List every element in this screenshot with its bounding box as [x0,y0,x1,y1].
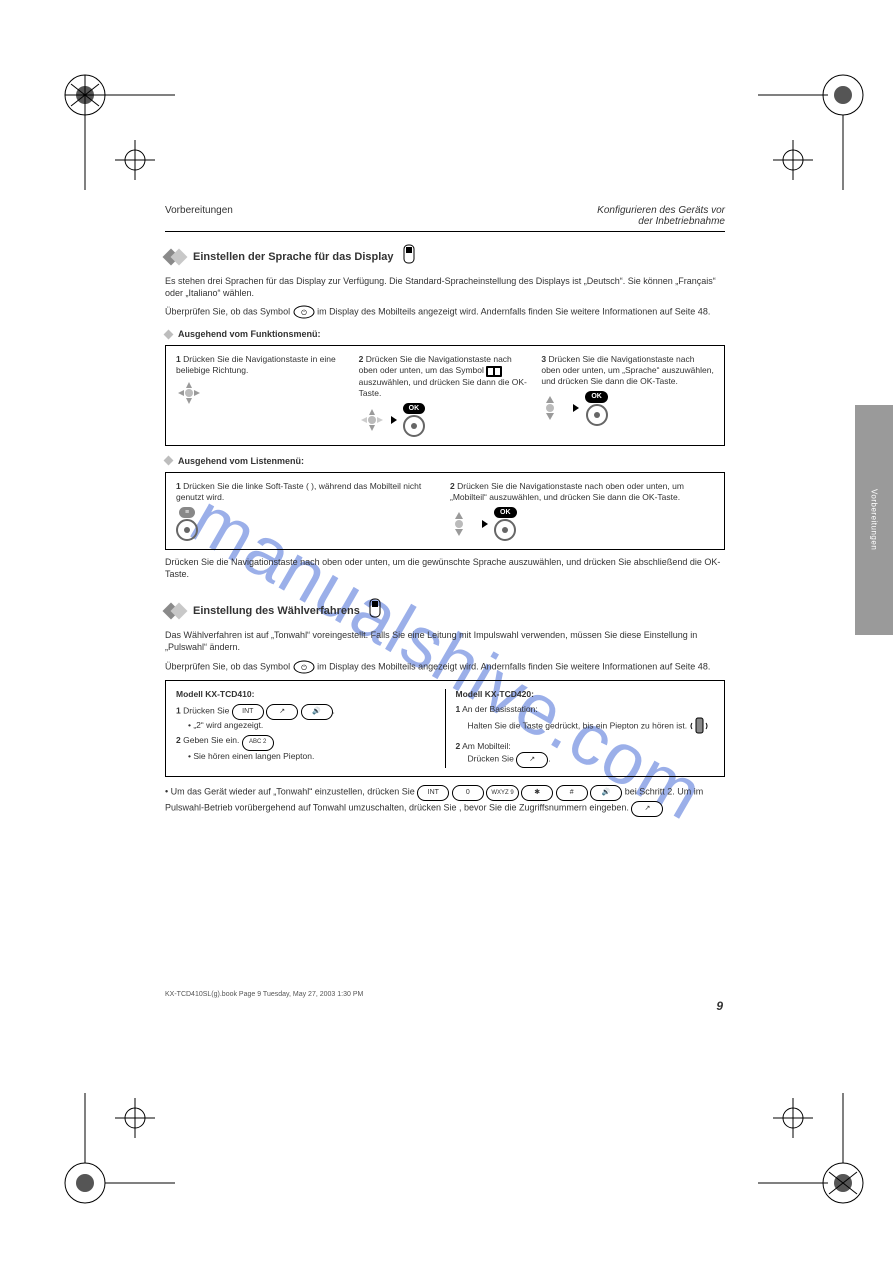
diamond-icon [165,251,185,263]
power-icon: ⏻ [293,661,318,671]
section1-head: Einstellen der Sprache für das Display [165,244,725,269]
diamond-icon [165,605,185,617]
title-left: Vorbereitungen [165,205,233,216]
page-number: 9 [716,999,723,1013]
ok-button-icon: OK [494,507,517,541]
joystick-icon [176,380,202,406]
section1-title: Einstellen der Sprache für das Display [193,251,394,263]
box1: 1 Drücken Sie die Navigationstaste in ei… [165,345,725,445]
section2-head: Einstellung des Wählverfahrens [165,598,725,623]
crop-mark-bl [50,1083,180,1223]
key-hash-icon: # [556,785,588,801]
footer: KX-TCD410SL(g).book Page 9 Tuesday, May … [165,991,363,998]
talk-key-icon: ↗ [631,801,663,817]
box3-right-title: Modell KX-TCD420: [456,689,715,700]
title-right: Konfigurieren des Geräts vor der Inbetri… [597,205,725,227]
section1-p2: Überprüfen Sie, ob das Symbol ⏻ im Displ… [165,305,725,319]
box3: Modell KX-TCD410: 1 Drücken Sie INT ↗ 🔊.… [165,680,725,777]
sub2-head: Ausgehend vom Listenmenü: [165,456,725,466]
arrow-right-icon [482,520,488,528]
handset-icon [368,598,382,623]
display-mini-icon [486,365,502,375]
joystick-icon [359,407,385,433]
svg-text:⏻: ⏻ [301,309,307,317]
section2-p2: Überprüfen Sie, ob das Symbol ⏻ im Displ… [165,660,725,674]
menu-softkey-icon: ≡ [176,507,198,541]
key-star-icon: ✱ [521,785,553,801]
speaker-key-icon: 🔊 [301,704,333,720]
joystick-vert-icon [450,511,476,537]
note-line: • Um das Gerät wieder auf „Tonwahl“ einz… [165,785,725,817]
box3-left-title: Modell KX-TCD410: [176,689,435,700]
arrow-right-icon [573,404,579,412]
box2-after: Drücken Sie die Navigationstaste nach ob… [165,556,725,580]
power-icon: ⏻ [293,307,318,317]
side-tab: Vorbereitungen [855,405,893,635]
handset-icon [402,244,416,269]
sub1-head: Ausgehend vom Funktionsmenü: [165,329,725,339]
int-key-icon: INT [232,704,264,720]
svg-text:⏻: ⏻ [301,664,307,672]
arrow-right-icon [391,416,397,424]
base-handset-icon [689,720,709,730]
ok-button-icon: OK [585,391,608,425]
section2-p1: Das Wählverfahren ist auf „Tonwahl“ vore… [165,629,725,653]
key-2-icon: ABC 2 [242,735,274,751]
talk-key-icon: ↗ [266,704,298,720]
joystick-vert-icon [541,395,567,421]
int-key-icon: INT [417,785,449,801]
key-9-icon: WXYZ 9 [486,785,518,801]
crop-mark-tl [50,60,180,200]
box2: 1 Drücken Sie die linke Soft-Taste ( ), … [165,472,725,550]
section2-title: Einstellung des Wählverfahrens [193,605,360,617]
crop-mark-br [748,1083,878,1223]
crop-mark-tr [748,60,878,200]
title-bar: Vorbereitungen Konfigurieren des Geräts … [165,205,725,232]
key-0-icon: 0 [452,785,484,801]
talk-key-icon: ↗ [516,752,548,768]
ok-button-icon: OK [403,403,426,437]
speaker-key-icon: 🔊 [590,785,622,801]
page-content: Vorbereitungen Konfigurieren des Geräts … [165,205,725,817]
section1-p1: Es stehen drei Sprachen für das Display … [165,275,725,299]
